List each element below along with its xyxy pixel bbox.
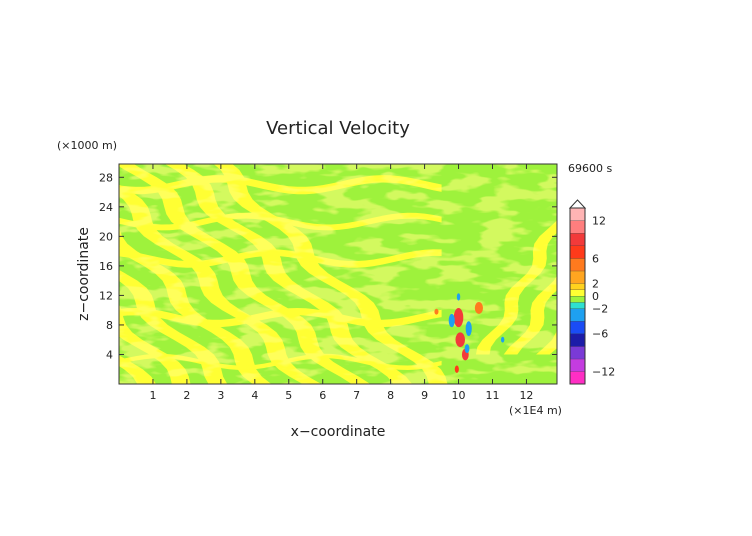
x-tick-label: 5: [285, 389, 292, 402]
x-tick-label: 9: [421, 389, 428, 402]
y-tick-label: 20: [99, 230, 113, 243]
colorbar-overflow-triangle: [568, 199, 587, 209]
colorbar-level: [570, 333, 585, 347]
x-tick-label: 7: [353, 389, 360, 402]
velocity-cell: [474, 302, 483, 314]
velocity-cell: [453, 307, 464, 328]
x-tick-label: 8: [387, 389, 394, 402]
colorbar-level: [570, 302, 585, 309]
velocity-cell: [465, 321, 472, 337]
colorbar-tick-label: 12: [592, 215, 606, 228]
y-tick-label: 28: [99, 171, 113, 184]
x-tick-label: 11: [485, 389, 499, 402]
x-tick-label: 4: [251, 389, 258, 402]
chart-title: Vertical Velocity: [266, 118, 410, 139]
colorbar: 12 6 20−2 −6 −12: [568, 199, 615, 385]
velocity-cell: [448, 313, 455, 328]
colorbar-tick-label: −2: [592, 303, 608, 316]
colorbar-tick-label: 2: [592, 277, 599, 290]
strong-velocity-cells: [434, 293, 505, 373]
y-unit-label: (×1000 m): [57, 139, 117, 152]
colorbar-level: [570, 245, 585, 259]
colorbar-level: [570, 358, 585, 372]
colorbar-level: [570, 220, 585, 234]
velocity-cell: [500, 336, 505, 343]
x-tick-label: 10: [452, 389, 466, 402]
colorbar-tick-label: −12: [592, 365, 615, 378]
colorbar-level: [570, 371, 585, 384]
x-tick-label: 1: [149, 389, 156, 402]
x-tick-label: 3: [217, 389, 224, 402]
time-label: 69600 s: [568, 162, 612, 175]
velocity-cell: [434, 308, 439, 315]
x-tick-label: 12: [519, 389, 533, 402]
colorbar-level: [570, 289, 585, 296]
y-tick-label: 8: [106, 319, 113, 332]
colorbar-level: [570, 283, 585, 290]
velocity-cell: [455, 332, 465, 348]
colorbar-tick-label: −6: [592, 328, 608, 341]
colorbar-level: [570, 270, 585, 284]
colorbar-level: [570, 296, 585, 303]
wave-band: [572, 163, 685, 355]
wave-band: [661, 163, 752, 355]
x-axis: 1 2 3 4 5 6 7 8 9 10 11 12: [149, 164, 533, 402]
velocity-field: [0, 163, 752, 385]
colorbar-tick-label: 6: [592, 252, 599, 265]
velocity-cell: [464, 344, 470, 353]
plot-frame: [118, 163, 558, 385]
wave-band: [0, 163, 116, 385]
wave-band: [605, 163, 718, 355]
y-axis: 4 8 12 16 20 24 28: [99, 171, 557, 361]
y-axis-label: z−coordinate: [76, 227, 92, 321]
wave-band: [635, 163, 752, 355]
x-unit-label: (×1E4 m): [509, 404, 562, 417]
velocity-cell: [454, 365, 459, 373]
colorbar-tick-label: 0: [592, 290, 599, 303]
colorbar-level: [570, 308, 585, 322]
x-axis-label: x−coordinate: [291, 424, 386, 440]
colorbar-level: [570, 258, 585, 271]
colorbar-level: [570, 321, 585, 334]
y-tick-label: 4: [106, 348, 113, 361]
colorbar-level: [570, 233, 585, 246]
y-tick-label: 12: [99, 289, 113, 302]
turbulence-speckle: [119, 164, 557, 384]
colorbar-level: [570, 346, 585, 359]
y-tick-label: 24: [99, 201, 113, 214]
x-tick-label: 6: [319, 389, 326, 402]
x-tick-label: 2: [183, 389, 190, 402]
y-tick-label: 16: [99, 260, 113, 273]
velocity-cell: [456, 293, 461, 301]
colorbar-level: [570, 208, 585, 221]
